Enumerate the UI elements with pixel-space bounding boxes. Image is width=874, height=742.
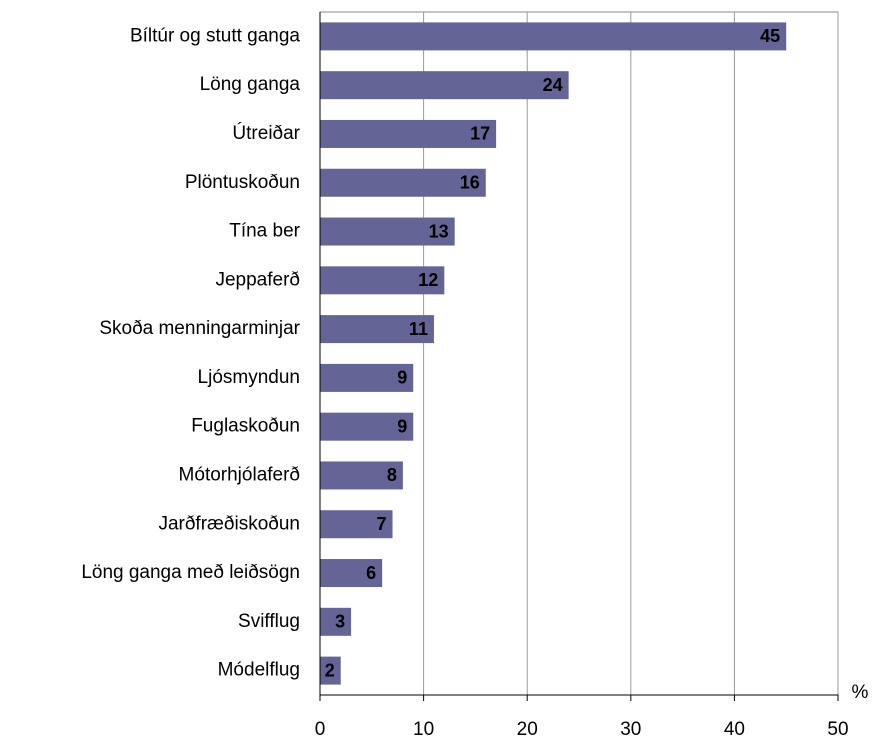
value-label: 16: [460, 173, 480, 193]
y-tick-label: Jeppaferð: [215, 269, 300, 290]
value-label: 8: [387, 465, 397, 485]
bar: [320, 22, 787, 51]
y-tick-label: Módelflug: [218, 660, 300, 681]
bar: [320, 363, 414, 392]
bar: [320, 168, 486, 197]
value-label: 9: [397, 416, 407, 436]
bar: [320, 656, 341, 685]
x-axis-label: %: [852, 682, 869, 703]
y-tick-label: Plöntuskoðun: [185, 172, 300, 193]
y-tick-label: Tína ber: [229, 221, 300, 242]
value-label: 13: [429, 221, 449, 241]
y-tick-label: Bíltúr og stutt ganga: [130, 25, 300, 46]
value-label: 3: [335, 612, 345, 632]
value-label: 11: [409, 319, 428, 339]
bar: [320, 71, 569, 100]
x-tick-label: 20: [517, 719, 538, 740]
plot-area: [319, 11, 839, 696]
x-tick-label: 10: [413, 719, 434, 740]
x-tick-label: 50: [827, 719, 848, 740]
y-tick-label: Fuglaskoðun: [191, 416, 300, 437]
y-tick-label: Löng ganga með leiðsögn: [81, 562, 300, 583]
y-tick-label: Jarðfræðiskoðun: [158, 513, 300, 534]
x-tick-label: 40: [724, 719, 745, 740]
bar: [320, 119, 497, 148]
bar: [320, 266, 445, 295]
value-label: 9: [397, 368, 407, 388]
x-tick-label: 0: [315, 719, 326, 740]
bar: [320, 559, 383, 588]
x-tick-label: 30: [620, 719, 641, 740]
y-tick-label: Ljósmyndun: [198, 367, 300, 388]
value-label: 45: [760, 26, 780, 46]
bar: [320, 315, 434, 344]
value-label: 6: [366, 563, 376, 583]
y-tick-label: Útreiðar: [232, 122, 300, 144]
value-label: 24: [543, 75, 563, 95]
value-label: 2: [325, 660, 335, 680]
y-tick-label: Mótorhjólaferð: [179, 464, 300, 485]
bar: [320, 412, 414, 441]
y-tick-label: Svifflug: [238, 611, 300, 632]
y-tick-label: Löng ganga: [200, 74, 301, 95]
bar: [320, 510, 393, 539]
value-label: 12: [418, 270, 438, 290]
bar: [320, 607, 352, 636]
value-label: 17: [470, 124, 490, 144]
bar: [320, 461, 403, 490]
bar: [320, 217, 455, 246]
value-label: 7: [377, 514, 387, 534]
y-tick-label: Skoða menningarminjar: [99, 318, 300, 339]
